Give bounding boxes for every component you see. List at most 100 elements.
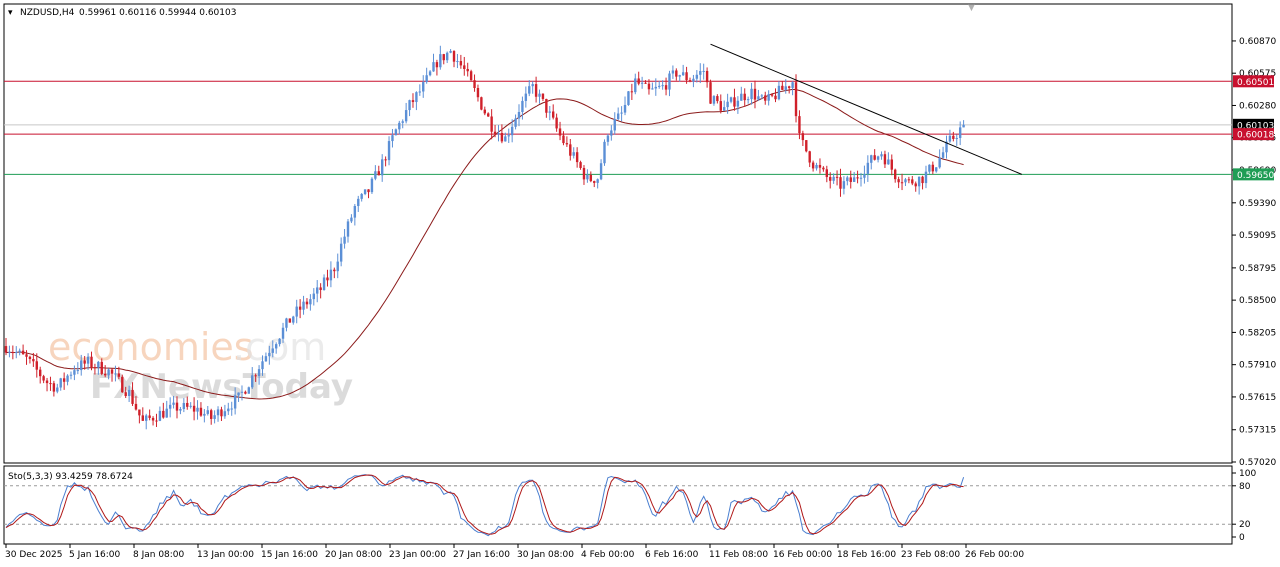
- candle-body: [353, 206, 357, 218]
- candle-body: [863, 173, 866, 178]
- candle-body: [476, 87, 480, 98]
- candle-body: [555, 117, 558, 129]
- candle-body: [281, 327, 285, 339]
- candle-body: [329, 269, 333, 281]
- candle-body: [917, 176, 921, 187]
- candle-body: [295, 306, 298, 317]
- candle-body: [367, 189, 370, 193]
- candle-body: [145, 415, 148, 421]
- candle-body: [384, 159, 387, 161]
- x-tick-label: 4 Feb 00:00: [581, 550, 635, 560]
- y-tick-label: 0.58205: [1239, 328, 1276, 338]
- candle-body: [83, 360, 86, 364]
- candle-body: [370, 178, 374, 193]
- candle-body: [213, 415, 216, 419]
- candle-body: [418, 91, 422, 93]
- y-tick-label: 0.57315: [1239, 426, 1276, 436]
- candle-body: [832, 176, 835, 181]
- candle-body: [699, 71, 702, 75]
- candle-body: [490, 116, 493, 132]
- stoch-k-line: [5, 474, 965, 537]
- candle-body: [288, 318, 292, 323]
- candle-body: [261, 361, 264, 370]
- candle-body: [182, 402, 186, 410]
- candle-body: [381, 159, 384, 176]
- candle-body: [654, 86, 657, 89]
- candle-body: [924, 171, 928, 184]
- candle-body: [206, 410, 209, 414]
- candle-body: [117, 373, 121, 377]
- x-tick-label: 20 Jan 08:00: [325, 550, 382, 560]
- candle-body: [794, 82, 798, 117]
- candle-body: [671, 70, 675, 74]
- stochastic-lines: [5, 474, 965, 537]
- candle-body: [432, 62, 435, 72]
- candle-body: [80, 360, 83, 371]
- x-tick-label: 6 Feb 16:00: [645, 550, 699, 560]
- scroll-marker-icon[interactable]: ▼: [968, 3, 975, 13]
- candle-body: [52, 383, 56, 392]
- candle-body: [900, 182, 904, 184]
- x-tick-label: 26 Feb 00:00: [965, 550, 1024, 560]
- candle-body: [172, 402, 175, 405]
- candle-body: [716, 96, 719, 102]
- candle-body: [507, 135, 510, 137]
- stoch-tick-label: 20: [1239, 520, 1251, 530]
- candle-body: [141, 415, 144, 421]
- candle-body: [548, 111, 551, 113]
- candle-body: [746, 99, 750, 101]
- candle-body: [100, 361, 103, 374]
- y-tick-label: 0.60280: [1239, 101, 1276, 111]
- x-tick-label: 5 Jan 16:00: [69, 550, 121, 560]
- stoch-tick-label: 100: [1239, 469, 1256, 479]
- candle-body: [897, 179, 900, 183]
- candle-body: [305, 301, 309, 305]
- price-panel-frame: [3, 3, 1233, 464]
- collapse-triangle-icon[interactable]: ▾: [8, 8, 13, 18]
- candle-body: [28, 356, 32, 359]
- price-tag-label: 0.60103: [1237, 121, 1274, 131]
- candle-body: [302, 301, 305, 310]
- candle-body: [596, 179, 599, 183]
- candle-body: [251, 375, 254, 388]
- candle-body: [719, 101, 722, 111]
- candle-body: [216, 409, 220, 416]
- watermark-fxnewstoday: FXNewsToday: [90, 367, 353, 407]
- candle-body: [230, 408, 233, 410]
- candle-body: [415, 92, 418, 103]
- candle-body: [528, 86, 531, 94]
- candle-body: [640, 82, 644, 84]
- candle-body: [66, 375, 69, 382]
- candle-body: [825, 169, 828, 178]
- price-tag-resistance: [1233, 128, 1274, 141]
- candle-body: [606, 135, 610, 142]
- candle-body: [770, 94, 774, 96]
- watermark-dotcom: .com: [233, 325, 326, 369]
- y-tick-label: 0.59095: [1239, 231, 1276, 241]
- candle-body: [743, 93, 746, 101]
- candle-body: [124, 392, 127, 396]
- candle-body: [941, 152, 945, 158]
- candle-body: [107, 369, 110, 376]
- candle-body: [39, 369, 42, 377]
- candle-body: [8, 352, 11, 354]
- candle-body: [223, 411, 227, 417]
- candle-body: [634, 78, 637, 93]
- candle-body: [709, 82, 712, 104]
- candle-body: [945, 141, 948, 153]
- candle-body: [42, 376, 45, 381]
- candle-body: [661, 85, 664, 87]
- symbol-label: NZDUSD,H4: [20, 8, 75, 18]
- candle-body: [131, 389, 134, 404]
- candle-body: [168, 404, 172, 409]
- candle-body: [859, 177, 863, 179]
- candle-body: [127, 389, 131, 396]
- x-tick-label: 11 Feb 08:00: [709, 550, 768, 560]
- candle-body: [510, 126, 514, 136]
- candle-body: [610, 130, 613, 136]
- candle-body: [935, 167, 938, 172]
- candle-body: [73, 370, 76, 375]
- candle-body: [647, 83, 651, 90]
- candle-body: [787, 86, 791, 88]
